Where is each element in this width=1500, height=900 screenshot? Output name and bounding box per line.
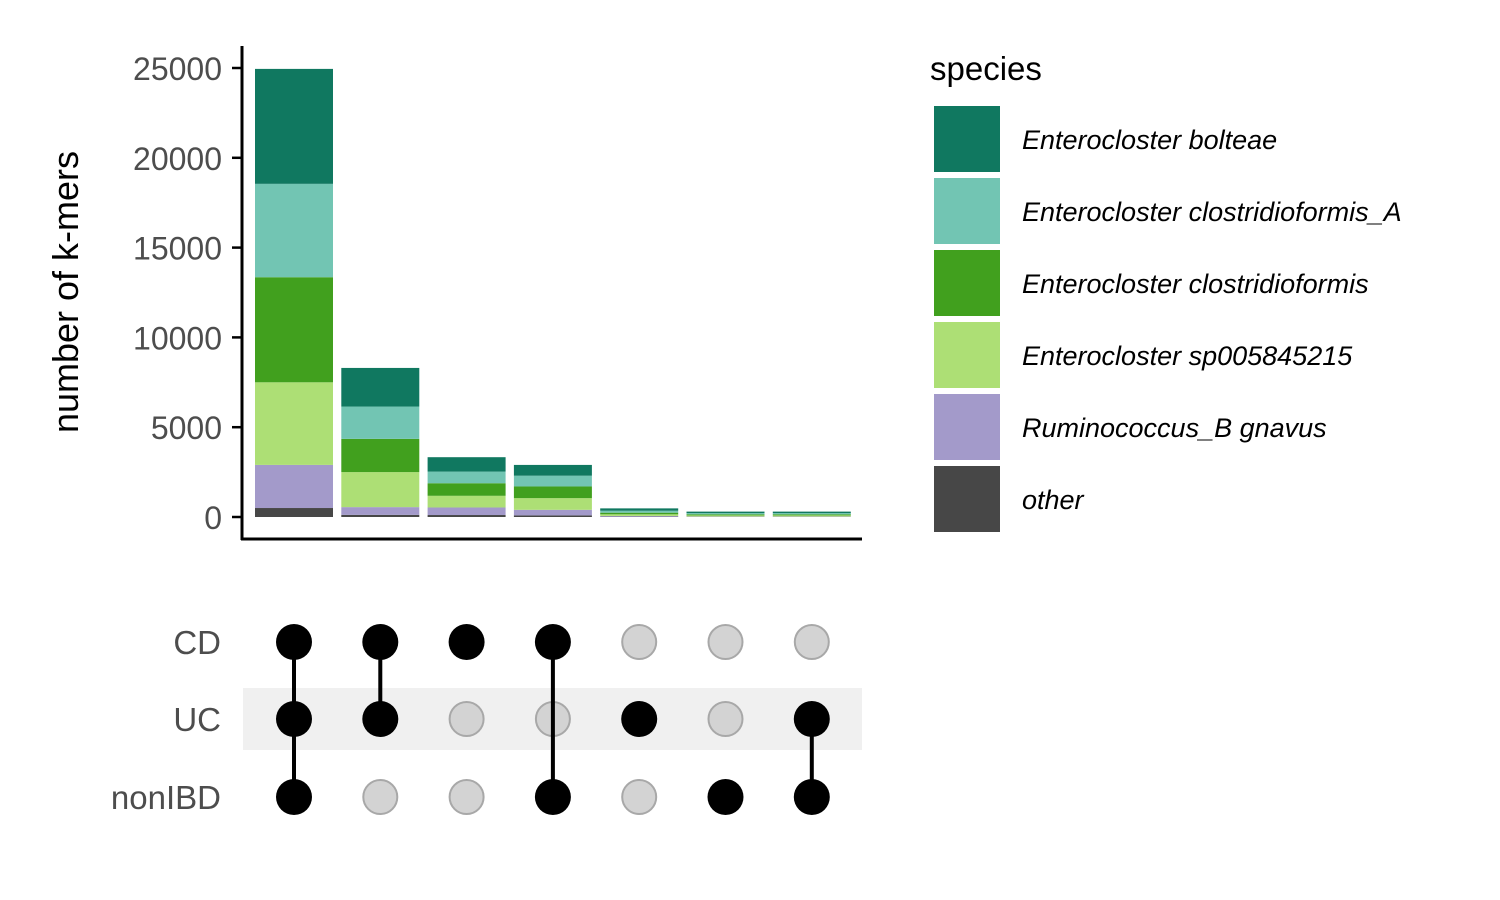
bar-segment — [600, 514, 679, 516]
legend-key — [934, 322, 1000, 388]
legend-key — [934, 394, 1000, 460]
bar-segment — [772, 514, 851, 516]
matrix-dot-active — [793, 701, 830, 737]
legend-label: other — [1022, 485, 1085, 515]
legend-label: Enterocloster clostridioformis — [1022, 269, 1369, 299]
bar-segment — [255, 382, 333, 465]
bar-segment — [686, 511, 765, 514]
bar-segment — [427, 495, 506, 508]
y-axis-title: number of k-mers — [45, 151, 86, 433]
matrix-dot-active — [276, 701, 312, 737]
bar-segment — [427, 483, 506, 496]
set-label: nonIBD — [111, 779, 221, 816]
bar-segment — [427, 457, 506, 472]
matrix-dot-active — [448, 624, 485, 660]
matrix-dot-active — [362, 701, 399, 737]
matrix-dot-inactive — [707, 701, 744, 737]
y-tick-label: 25000 — [133, 51, 222, 87]
legend-key — [934, 466, 1000, 532]
legend-label: Enterocloster clostridioformis_A — [1022, 197, 1402, 227]
bar-segment — [686, 515, 765, 517]
matrix-dot-inactive — [448, 701, 485, 737]
matrix-dot-active — [707, 779, 744, 815]
bar-segment — [255, 68, 333, 184]
stacked-bars — [255, 68, 851, 517]
y-axis — [240, 46, 862, 541]
bar-segment — [600, 508, 679, 511]
bar-segment — [341, 472, 420, 508]
matrix-dot-inactive — [621, 624, 658, 660]
bar-segment — [513, 509, 592, 516]
bar-segment — [341, 367, 420, 407]
matrix-dot-active — [276, 624, 312, 660]
matrix-dot-inactive — [793, 624, 830, 660]
bar-segment — [600, 512, 679, 515]
legend-label: Enterocloster bolteae — [1022, 125, 1277, 155]
matrix-dot-active — [534, 624, 571, 660]
bar-segment — [513, 515, 592, 517]
y-tick-label: 0 — [204, 500, 222, 536]
bar-segment — [513, 475, 592, 487]
bar-segment — [600, 515, 679, 517]
intersection-matrix — [276, 624, 830, 815]
bar-segment — [600, 510, 679, 513]
matrix-dot-active — [793, 779, 830, 815]
y-tick-label: 15000 — [133, 231, 222, 267]
bar-segment — [255, 508, 333, 517]
bar-segment — [513, 498, 592, 510]
matrix-dot-inactive — [707, 624, 744, 660]
matrix-dot-active — [621, 701, 658, 737]
bar-segment — [686, 514, 765, 516]
bar-segment — [255, 277, 333, 383]
legend: species Enterocloster bolteae Enteroclost… — [930, 50, 1402, 532]
bar-segment — [255, 464, 333, 509]
legend-label: Enterocloster sp005845215 — [1022, 341, 1353, 371]
bar-segment — [427, 515, 506, 517]
bar-segment — [341, 438, 420, 473]
y-tick-label: 5000 — [151, 410, 222, 446]
y-tick-label: 20000 — [133, 141, 222, 177]
matrix-dot-active — [362, 624, 399, 660]
bar-segment — [427, 507, 506, 516]
legend-key — [934, 250, 1000, 316]
matrix-dot-inactive — [448, 779, 485, 815]
bar-segment — [427, 471, 506, 484]
bar-segment — [772, 515, 851, 517]
set-label: CD — [173, 624, 221, 661]
bar-segment — [686, 513, 765, 515]
bar-segment — [772, 513, 851, 515]
legend-key — [934, 178, 1000, 244]
matrix-dot-inactive — [362, 779, 399, 815]
legend-key — [934, 106, 1000, 172]
bar-segment — [341, 507, 420, 515]
matrix-dot-active — [276, 779, 312, 815]
y-tick-label: 10000 — [133, 320, 222, 356]
bar-segment — [255, 183, 333, 278]
y-ticks: 0 5000 10000 15000 20000 25000 — [133, 51, 242, 536]
set-labels: CD UC nonIBD — [111, 624, 221, 816]
set-label: UC — [173, 701, 221, 738]
bar-segment — [341, 514, 420, 517]
bar-segment — [341, 406, 420, 439]
bar-segment — [513, 464, 592, 476]
matrix-dot-inactive — [621, 779, 658, 815]
bar-segment — [513, 486, 592, 499]
legend-title: species — [930, 50, 1042, 87]
bar-segment — [772, 511, 851, 514]
legend-label: Ruminococcus_B gnavus — [1022, 413, 1327, 443]
matrix-dot-active — [534, 779, 571, 815]
